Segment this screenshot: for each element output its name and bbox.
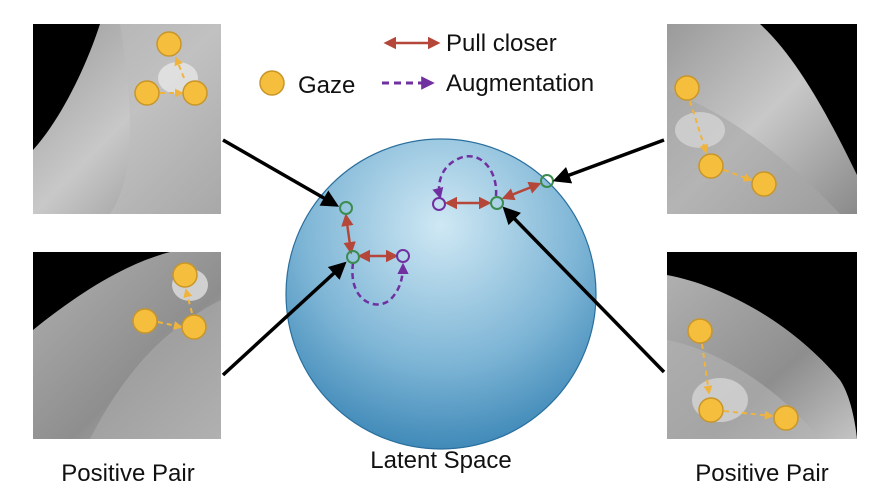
- gaze-point: [181, 314, 207, 340]
- embedding-point: [339, 201, 353, 215]
- gaze-point: [698, 397, 724, 423]
- mammogram-bottom-right: [667, 252, 857, 439]
- gaze-point: [687, 318, 713, 344]
- gaze-path-top-left: [134, 31, 208, 106]
- legend-gaze-label: Gaze: [298, 72, 355, 99]
- pointer-arrows: [221, 138, 666, 377]
- embedding-point: [346, 250, 360, 264]
- pointer-arrow: [221, 261, 347, 377]
- gaze-path-bottom-right: [687, 318, 799, 431]
- caption-positive-pair-left: Positive Pair: [61, 460, 194, 487]
- gaze-point: [773, 405, 799, 431]
- augmentation-arrow: [351, 262, 409, 306]
- gaze-point: [698, 153, 724, 179]
- pull-arrow: [501, 181, 542, 201]
- mammogram-top-left: [33, 24, 221, 214]
- embedding-point: [396, 249, 410, 263]
- legend-gaze-icon: [259, 70, 285, 96]
- embedding-point: [490, 196, 504, 210]
- gaze-point: [156, 31, 182, 57]
- embedding-cluster-right: [432, 155, 554, 211]
- gaze-point: [751, 171, 777, 197]
- augmentation-arrow: [432, 155, 498, 200]
- embedding-cluster-left: [339, 201, 410, 306]
- caption-latent-space: Latent Space: [370, 447, 511, 474]
- gaze-path-bottom-left: [132, 262, 207, 340]
- pointer-arrow: [502, 206, 666, 374]
- pull-arrow: [341, 213, 356, 255]
- gaze-path-top-right: [674, 75, 777, 197]
- gaze-point: [674, 75, 700, 101]
- legend: Gaze Pull closer Augmentation: [259, 30, 594, 99]
- legend-augmentation-label: Augmentation: [446, 70, 594, 97]
- embedding-point: [432, 197, 446, 211]
- gaze-point: [134, 80, 160, 106]
- gaze-point: [182, 80, 208, 106]
- gaze-point: [172, 262, 198, 288]
- gaze-point: [132, 308, 158, 334]
- pointer-arrow: [222, 138, 340, 207]
- pointer-arrow: [552, 138, 665, 184]
- caption-positive-pair-right: Positive Pair: [695, 460, 828, 487]
- legend-pull-label: Pull closer: [446, 30, 557, 57]
